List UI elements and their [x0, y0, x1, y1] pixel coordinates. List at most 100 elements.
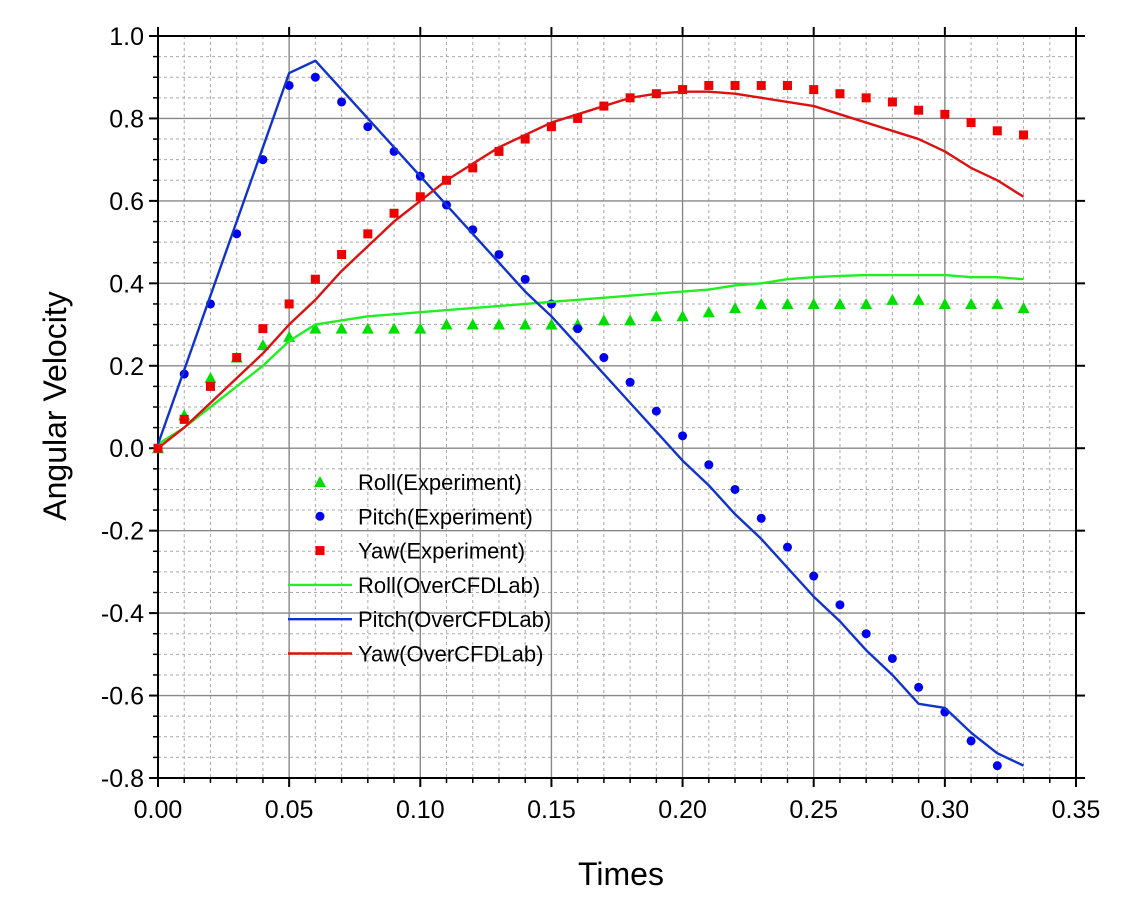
- x-tick-label: 0.00: [134, 796, 183, 824]
- data-point: [545, 318, 558, 330]
- data-point: [729, 302, 742, 314]
- y-tick-label: -0.2: [101, 518, 144, 546]
- data-point: [415, 192, 425, 202]
- data-point: [284, 80, 294, 90]
- data-point: [284, 299, 294, 309]
- data-point: [232, 353, 242, 363]
- series-1: [153, 72, 1002, 771]
- data-point: [651, 406, 661, 416]
- x-tick-label: 0.20: [658, 796, 707, 824]
- data-point: [704, 460, 714, 470]
- series-line: [156, 59, 1025, 767]
- data-point: [991, 297, 1004, 309]
- data-point: [520, 134, 530, 144]
- data-point: [335, 322, 348, 334]
- data-point: [363, 122, 373, 132]
- data-point: [258, 324, 268, 334]
- data-point: [546, 122, 556, 132]
- data-point: [389, 208, 399, 218]
- data-point: [650, 310, 663, 322]
- legend-label: Roll(OverCFDLab): [358, 573, 540, 598]
- axes-layer: 0.00 0.05 0.10 0.15 0.20 0.25 0.30 0.35 -0.8 -0.6…: [101, 23, 1100, 824]
- data-point: [414, 322, 427, 334]
- data-point: [887, 653, 897, 663]
- x-tick-label: 0.25: [789, 796, 838, 824]
- data-point: [179, 414, 189, 424]
- data-point: [938, 297, 951, 309]
- data-point: [861, 629, 871, 639]
- legend-label: Yaw(Experiment): [358, 539, 525, 564]
- series-3: [157, 273, 1024, 446]
- data-point: [887, 97, 897, 107]
- data-point: [361, 322, 374, 334]
- data-point: [388, 322, 401, 334]
- data-point: [440, 318, 453, 330]
- legend-item: Roll(Experiment): [314, 470, 522, 495]
- data-point: [835, 89, 845, 99]
- series-5: [157, 90, 1025, 450]
- y-tick-label: -0.4: [101, 600, 144, 628]
- data-point: [625, 377, 635, 387]
- data-point: [1019, 130, 1029, 140]
- data-point: [940, 109, 950, 119]
- y-tick-label: 0.6: [109, 188, 144, 216]
- y-axis-title: Angular Velocity: [37, 291, 73, 520]
- data-point: [519, 318, 532, 330]
- data-point: [494, 249, 504, 259]
- legend-marker-swatch: [315, 546, 325, 556]
- series-line: [157, 90, 1025, 450]
- x-tick-label: 0.05: [265, 796, 314, 824]
- data-point: [966, 118, 976, 128]
- series-4: [156, 59, 1025, 767]
- data-point: [835, 600, 845, 610]
- data-point: [1017, 302, 1030, 314]
- data-point: [466, 318, 479, 330]
- grid-layer: [157, 35, 1077, 779]
- data-point: [912, 293, 925, 305]
- data-point: [599, 353, 609, 363]
- data-point: [992, 761, 1002, 771]
- data-point: [337, 97, 347, 107]
- data-point: [204, 372, 217, 384]
- data-point: [492, 318, 505, 330]
- legend-label: Roll(Experiment): [358, 470, 522, 495]
- y-tick-label: 0.0: [109, 435, 144, 463]
- data-point: [809, 571, 819, 581]
- legend-item: Roll(OverCFDLab): [288, 573, 540, 598]
- data-point: [782, 80, 792, 90]
- data-point: [860, 297, 873, 309]
- data-point: [861, 93, 871, 103]
- legend-label: Yaw(OverCFDLab): [358, 642, 543, 667]
- data-point: [494, 146, 504, 156]
- x-tick-label: 0.30: [921, 796, 970, 824]
- y-tick-label: 0.2: [109, 353, 144, 381]
- y-tick-label: -0.6: [101, 683, 144, 711]
- data-point: [809, 85, 819, 95]
- data-point: [833, 297, 846, 309]
- data-point: [678, 85, 688, 95]
- legend-label: Pitch(OverCFDLab): [358, 607, 551, 632]
- data-point: [807, 297, 820, 309]
- x-axis-title: Times: [578, 856, 664, 892]
- data-point: [624, 314, 637, 326]
- legend-marker-swatch: [315, 511, 325, 521]
- data-point: [782, 542, 792, 552]
- data-point: [678, 431, 688, 441]
- legend-label: Pitch(Experiment): [358, 504, 533, 529]
- series-line: [157, 273, 1024, 446]
- legend: Roll(Experiment) Pitch(Experiment) Yaw(Exp…: [288, 470, 551, 667]
- y-tick-label: 0.8: [109, 105, 144, 133]
- data-point: [232, 229, 242, 239]
- y-tick-label: 1.0: [109, 23, 144, 51]
- data-point: [730, 80, 740, 90]
- data-point: [756, 513, 766, 523]
- data-point: [965, 297, 978, 309]
- data-point: [756, 80, 766, 90]
- x-tick-label: 0.10: [396, 796, 445, 824]
- data-point: [309, 322, 322, 334]
- data-point: [520, 274, 530, 284]
- data-point: [573, 113, 583, 123]
